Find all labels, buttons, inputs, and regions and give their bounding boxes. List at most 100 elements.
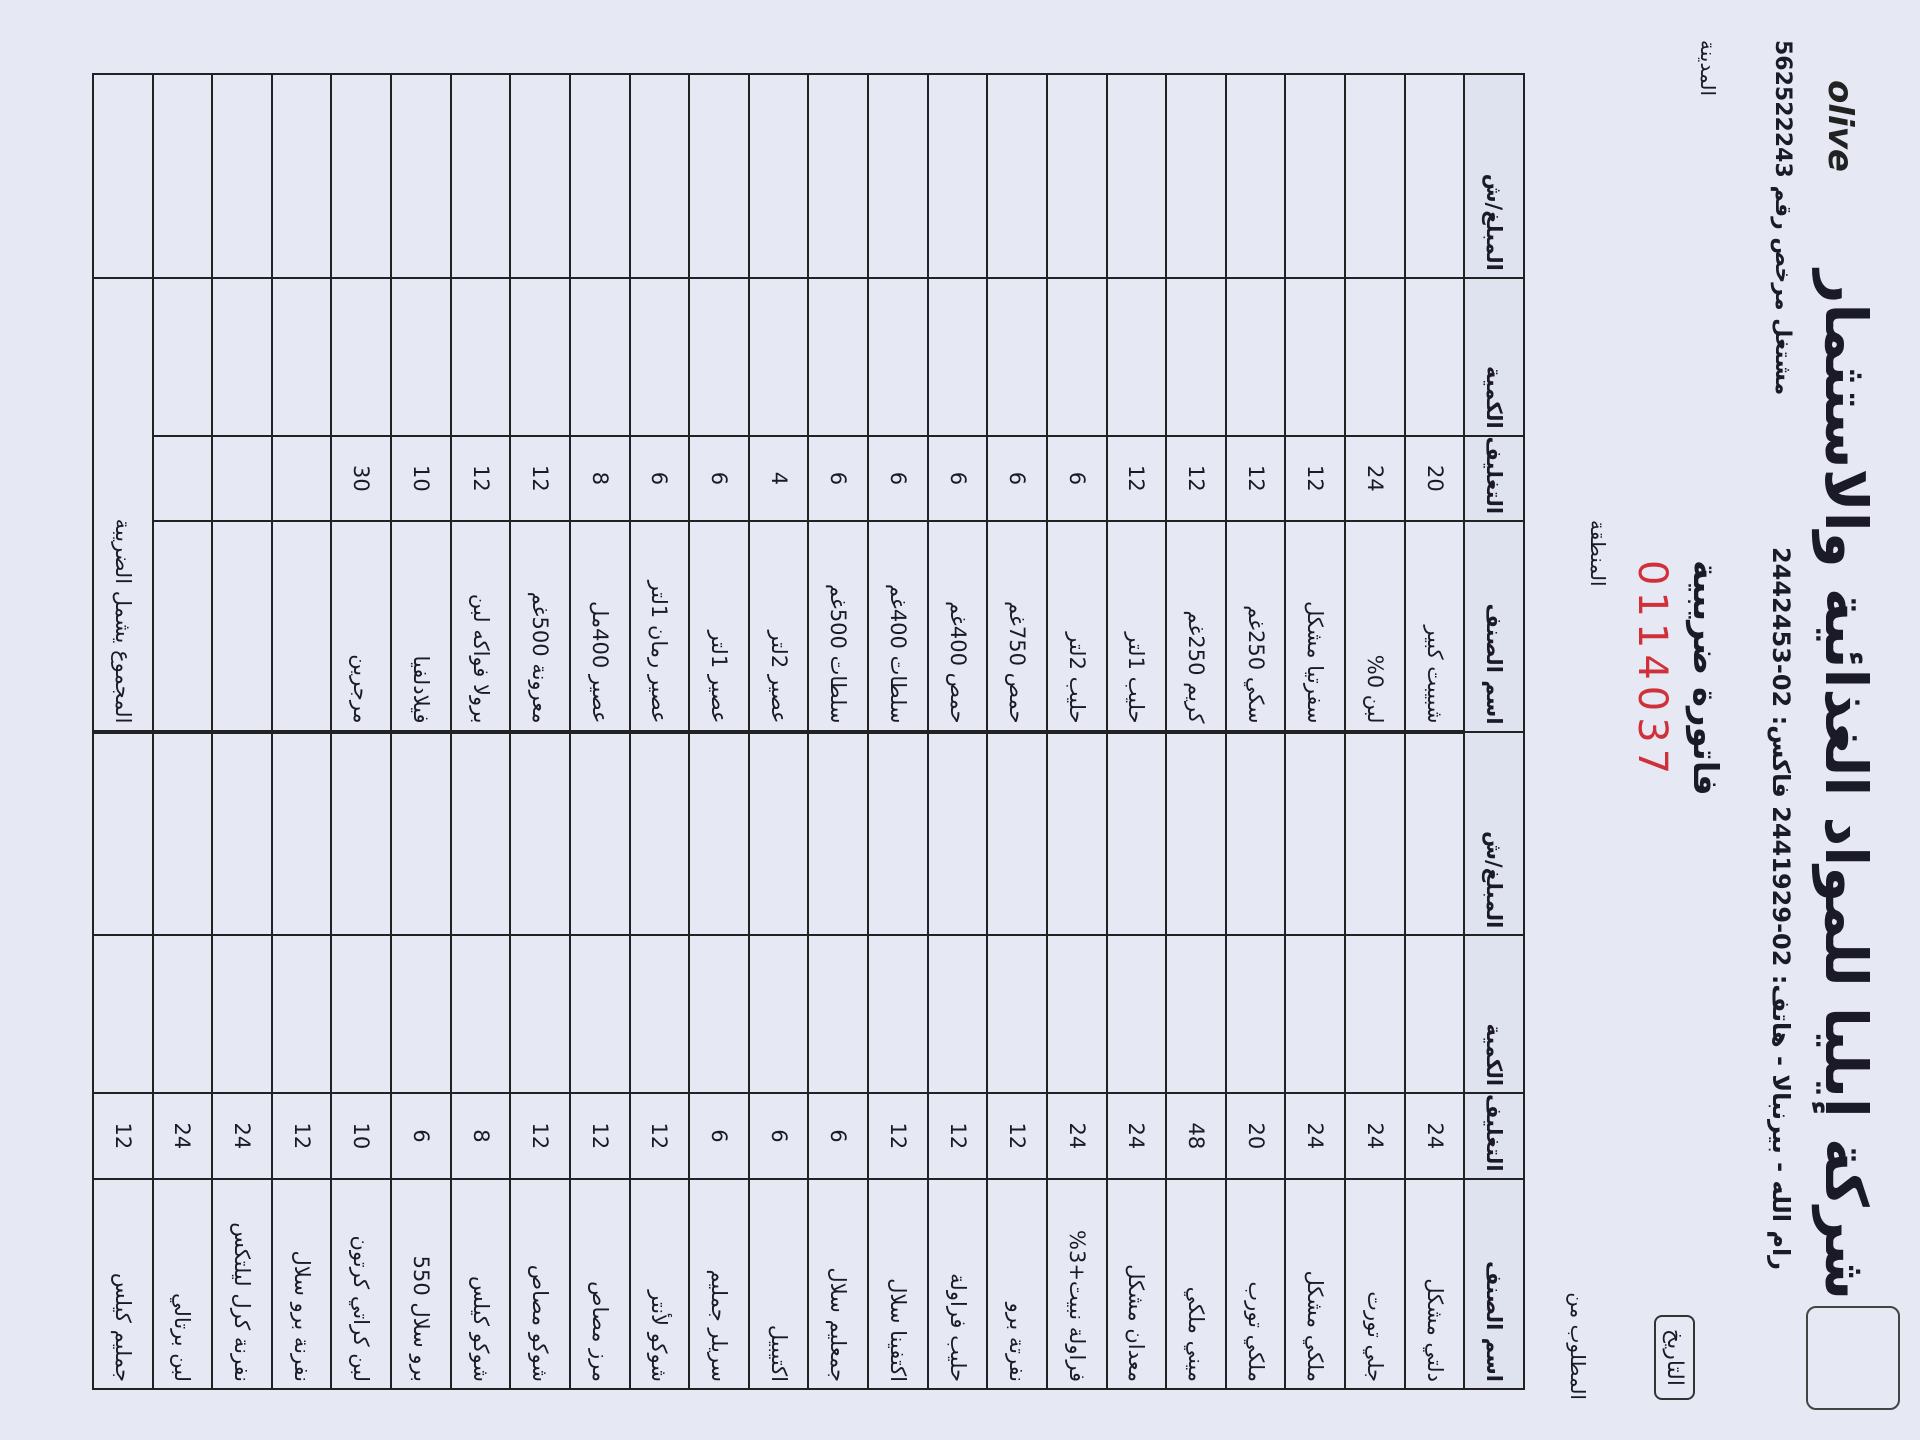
- packaging: 8: [570, 435, 630, 522]
- item-row: شوكو كيلس 8 برولا فواكه لبن 12: [450, 74, 511, 1389]
- quantity: [510, 935, 570, 1094]
- quantity: [1225, 935, 1286, 1094]
- amount: [808, 74, 869, 278]
- packaging: 6: [868, 435, 928, 522]
- item-name: برولا فواكه لبن: [450, 521, 511, 732]
- quantity: [212, 935, 272, 1094]
- item-name: شبيبت كبير: [1404, 521, 1465, 732]
- amount: [1285, 74, 1346, 278]
- amount: [152, 731, 213, 936]
- quantity: [1166, 277, 1226, 436]
- quantity: [748, 935, 809, 1094]
- amount: [927, 731, 988, 936]
- quantity: [927, 935, 988, 1094]
- item-name: سلطات 500غم: [808, 521, 869, 732]
- packaging: 6: [748, 1093, 809, 1179]
- total-amount: [93, 74, 153, 278]
- packaging: 12: [927, 1093, 988, 1179]
- quantity: [1404, 935, 1465, 1094]
- quantity: [93, 935, 153, 1094]
- item-row: ملكي تورب 20 سكي 250غم 12: [1225, 74, 1286, 1389]
- amount: [570, 731, 630, 936]
- packaging: 12: [510, 435, 570, 522]
- empty-cell: [212, 74, 272, 278]
- item-row: برو سلال 550 6 فيلادلفيا 10: [391, 74, 451, 1389]
- item-name: ملكي مشكل: [1285, 1178, 1346, 1389]
- amount: [868, 74, 928, 278]
- column-header: الكمية: [1464, 935, 1524, 1094]
- quantity: [927, 277, 988, 436]
- packaging: 6: [689, 1093, 749, 1179]
- column-header: اسم الصنف: [1464, 1178, 1524, 1389]
- quantity: [689, 277, 749, 436]
- amount: [689, 74, 749, 278]
- item-name: جمليم كيلس: [93, 1178, 153, 1389]
- amount: [868, 731, 928, 936]
- amount: [808, 731, 869, 936]
- amount: [748, 74, 809, 278]
- item-name: دلتي مشكل: [1404, 1178, 1465, 1389]
- packaging: 12: [1166, 435, 1226, 522]
- item-row: دلتي مشكل 24 شبيبت كبير 20: [1404, 74, 1465, 1389]
- item-name: مرجرين: [331, 521, 392, 732]
- packaging: 24: [1345, 1093, 1405, 1179]
- quantity: [391, 277, 451, 436]
- packaging: 12: [450, 435, 511, 522]
- empty-cell: [271, 521, 332, 732]
- empty-cell: [152, 74, 213, 278]
- quantity: [808, 935, 869, 1094]
- quantity: [1047, 935, 1107, 1094]
- item-row: شوكو لأنتر 12 عصير رمان 1لتر 6: [629, 74, 690, 1389]
- quantity: [987, 277, 1047, 436]
- quantity: [748, 277, 809, 436]
- amount: [689, 731, 749, 936]
- quantity: [1106, 935, 1167, 1094]
- quantity: [391, 935, 451, 1094]
- column-header: التغليف: [1464, 1093, 1524, 1179]
- amount: [1404, 731, 1465, 936]
- packaging: 48: [1166, 1093, 1226, 1179]
- logo: [1806, 1306, 1900, 1410]
- amount: [510, 74, 570, 278]
- item-row: حليب فراولة 12 حمص 400غم 6: [927, 74, 988, 1389]
- amount: [1225, 731, 1286, 936]
- item-row: فراولة نبيت+3% 24 حليب 2لتر 6: [1047, 74, 1107, 1389]
- amount: [1166, 74, 1226, 278]
- amount: [510, 731, 570, 936]
- quantity: [987, 935, 1047, 1094]
- item-row: جمليم كيلس 12 المجموع يشمل الضريبة: [93, 74, 153, 1389]
- amount: [629, 731, 690, 936]
- license: مشتغل مرخص رقم 562522243: [1770, 40, 1795, 396]
- empty-cell: [212, 521, 272, 732]
- item-name: مرز مصاص: [570, 1178, 630, 1389]
- item-name: ملكي تورب: [1225, 1178, 1286, 1389]
- item-row: شوكو مصاص 12 معرونة 500غم 12: [510, 74, 570, 1389]
- quantity: [1166, 935, 1226, 1094]
- packaging: 20: [1225, 1093, 1286, 1179]
- item-name: حليب 1لتر: [1106, 521, 1167, 732]
- quantity: [152, 935, 213, 1094]
- column-header: المبلغ/ش: [1464, 731, 1524, 936]
- quantity: [868, 277, 928, 436]
- packaging: 24: [1047, 1093, 1107, 1179]
- quantity: [1106, 277, 1167, 436]
- empty-cell: [271, 277, 332, 436]
- item-name: لبن كراتي كرتون: [331, 1178, 392, 1389]
- empty-cell: [152, 277, 213, 436]
- packaging: 24: [152, 1093, 213, 1179]
- item-name: حليب فراولة: [927, 1178, 988, 1389]
- item-row: سريلر جمليم 6 عصير 1لتر 6: [689, 74, 749, 1389]
- amount: [1047, 74, 1107, 278]
- packaging: 12: [1106, 435, 1167, 522]
- item-name: عصير 2لتر: [748, 521, 809, 732]
- quantity: [868, 935, 928, 1094]
- item-row: جمعليم سلال 6 سلطات 500غم 6: [808, 74, 869, 1389]
- amount: [1285, 731, 1346, 936]
- quantity: [450, 935, 511, 1094]
- quantity: [629, 935, 690, 1094]
- quantity: [450, 277, 511, 436]
- item-name: كريم 250غم: [1166, 521, 1226, 732]
- packaging: 24: [1285, 1093, 1346, 1179]
- quantity: [1345, 277, 1405, 436]
- column-header: الكمية: [1464, 277, 1524, 436]
